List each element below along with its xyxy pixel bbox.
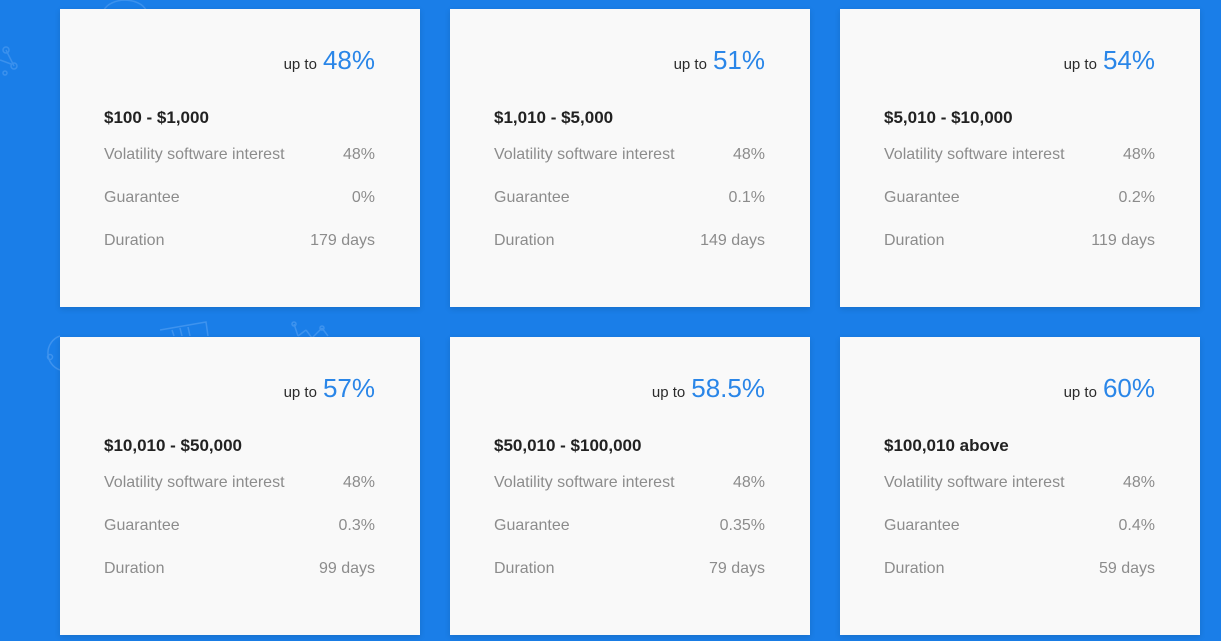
row-value: 0.1% <box>728 189 765 206</box>
plan-row-guarantee: Guarantee 0.1% <box>494 189 765 211</box>
plan-card[interactable]: up to 58.5% $50,010 - $100,000 Volatility… <box>450 337 810 635</box>
plan-row-interest: Volatility software interest 48% <box>494 474 765 496</box>
row-label: Duration <box>104 560 165 577</box>
row-label: Guarantee <box>494 517 570 534</box>
rate-value: 60% <box>1102 373 1155 403</box>
ticket-icon <box>159 321 209 337</box>
plan-row-guarantee: Guarantee 0% <box>104 189 375 211</box>
plan-row-interest: Volatility software interest 48% <box>104 146 375 168</box>
row-label: Duration <box>494 232 555 249</box>
plan-row-duration: Duration 79 days <box>494 560 765 582</box>
rate-prefix: up to <box>283 384 317 401</box>
plan-row-guarantee: Guarantee 0.35% <box>494 517 765 539</box>
rate-prefix: up to <box>651 384 686 401</box>
row-value: 59 days <box>1098 560 1155 577</box>
row-label: Duration <box>884 560 945 577</box>
plan-rate: up to 57% <box>284 373 375 404</box>
row-value: 0% <box>351 189 375 206</box>
plan-range: $100 - $1,000 <box>104 108 209 127</box>
row-label: Volatility software interest <box>104 474 285 491</box>
network-node-icon <box>0 46 18 76</box>
plan-row-duration: Duration 99 days <box>104 560 375 582</box>
rate-value: 48% <box>322 45 375 75</box>
plan-rate: up to 51% <box>674 45 765 76</box>
row-label: Duration <box>494 560 555 577</box>
row-label: Guarantee <box>884 189 960 206</box>
row-label: Guarantee <box>884 517 960 534</box>
rate-prefix: up to <box>1063 56 1097 73</box>
row-label: Volatility software interest <box>494 474 675 491</box>
row-value: 179 days <box>310 232 375 249</box>
rate-prefix: up to <box>283 56 317 73</box>
plan-row-interest: Volatility software interest 48% <box>884 474 1155 496</box>
plan-row-guarantee: Guarantee 0.2% <box>884 189 1155 211</box>
row-value: 79 days <box>708 560 765 577</box>
plan-row-interest: Volatility software interest 48% <box>494 146 765 168</box>
plan-card[interactable]: up to 57% $10,010 - $50,000 Volatility so… <box>60 337 420 635</box>
row-value: 99 days <box>318 560 375 577</box>
row-value: 0.4% <box>1118 517 1155 534</box>
plan-card[interactable]: up to 48% $100 - $1,000 Volatility softwa… <box>60 9 420 307</box>
row-label: Volatility software interest <box>884 146 1065 163</box>
rate-prefix: up to <box>1063 384 1097 401</box>
row-value: 48% <box>1122 146 1155 163</box>
row-value: 48% <box>1122 474 1155 491</box>
plan-range: $10,010 - $50,000 <box>104 436 243 455</box>
row-label: Guarantee <box>104 189 180 206</box>
row-value: 48% <box>732 146 765 163</box>
plan-rate: up to 54% <box>1064 45 1155 76</box>
row-label: Volatility software interest <box>884 474 1065 491</box>
row-label: Guarantee <box>104 517 180 534</box>
plan-row-interest: Volatility software interest 48% <box>884 146 1155 168</box>
plan-range: $50,010 - $100,000 <box>494 436 642 455</box>
plan-rate: up to 58.5% <box>652 373 765 404</box>
rate-value: 57% <box>322 373 375 403</box>
row-value: 0.2% <box>1118 189 1155 206</box>
row-value: 48% <box>342 474 375 491</box>
row-value: 0.35% <box>719 517 765 534</box>
row-value: 119 days <box>1091 232 1155 249</box>
plan-row-guarantee: Guarantee 0.3% <box>104 517 375 539</box>
plan-row-duration: Duration 179 days <box>104 232 375 254</box>
plan-range: $100,010 above <box>884 436 1009 455</box>
row-value: 48% <box>732 474 765 491</box>
plan-range: $1,010 - $5,000 <box>494 108 614 127</box>
row-label: Volatility software interest <box>494 146 675 163</box>
rate-value: 54% <box>1102 45 1155 75</box>
rate-value: 58.5% <box>691 373 765 403</box>
row-label: Duration <box>104 232 165 249</box>
row-label: Volatility software interest <box>104 146 285 163</box>
plan-rate: up to 60% <box>1064 373 1155 404</box>
plan-row-guarantee: Guarantee 0.4% <box>884 517 1155 539</box>
plan-row-duration: Duration 149 days <box>494 232 765 254</box>
gauge-icon <box>46 335 60 371</box>
row-label: Duration <box>884 232 945 249</box>
rate-prefix: up to <box>673 56 707 73</box>
row-value: 48% <box>342 146 375 163</box>
rate-value: 51% <box>712 45 765 75</box>
row-value: 149 days <box>700 232 765 249</box>
plan-card[interactable]: up to 51% $1,010 - $5,000 Volatility soft… <box>450 9 810 307</box>
plan-rate: up to 48% <box>284 45 375 76</box>
plan-card[interactable]: up to 60% $100,010 above Volatility softw… <box>840 337 1200 635</box>
plan-range: $5,010 - $10,000 <box>884 108 1013 127</box>
plan-row-duration: Duration 59 days <box>884 560 1155 582</box>
row-value: 0.3% <box>338 517 375 534</box>
plan-row-interest: Volatility software interest 48% <box>104 474 375 496</box>
row-label: Guarantee <box>494 189 570 206</box>
plan-card[interactable]: up to 54% $5,010 - $10,000 Volatility sof… <box>840 9 1200 307</box>
plan-row-duration: Duration 119 days <box>884 232 1155 254</box>
